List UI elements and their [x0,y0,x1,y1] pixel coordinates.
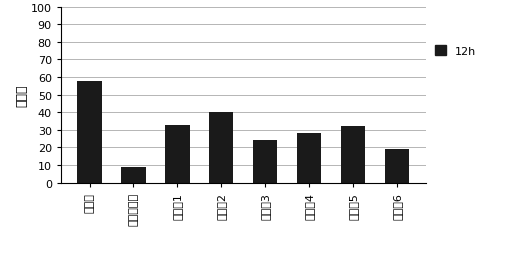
Bar [78,81,101,183]
Bar [297,134,321,183]
Bar [121,167,146,183]
Legend: 12h: 12h [435,46,477,57]
Bar [385,150,409,183]
Y-axis label: 百分比: 百分比 [15,84,28,106]
Bar [341,127,366,183]
Bar [209,113,233,183]
Bar [165,125,190,183]
Bar [254,141,277,183]
